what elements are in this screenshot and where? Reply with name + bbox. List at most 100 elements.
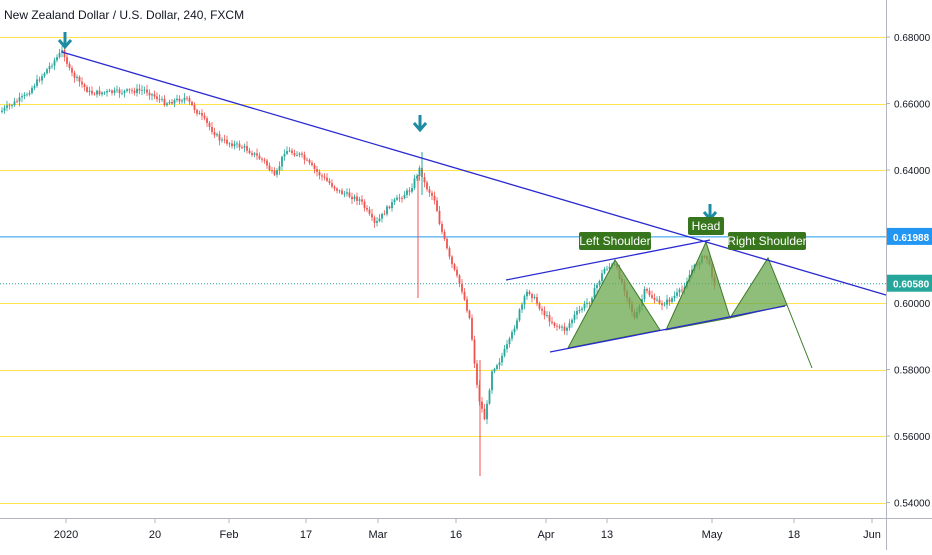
candle-body bbox=[663, 304, 666, 306]
candle-body bbox=[241, 147, 243, 149]
candle-body bbox=[456, 269, 458, 276]
y-tick-label: 0.64000 bbox=[894, 166, 931, 177]
candle-body bbox=[473, 339, 476, 364]
candle-body bbox=[441, 223, 443, 232]
candle-body bbox=[303, 154, 306, 160]
candle-body bbox=[226, 139, 228, 144]
candle-body bbox=[436, 200, 438, 211]
neckline-lower bbox=[549, 305, 786, 353]
support-price-label: 0.61988 bbox=[893, 233, 930, 244]
candle-body bbox=[126, 89, 128, 91]
candle-body bbox=[368, 209, 371, 214]
candle-body bbox=[63, 50, 66, 58]
candle-body bbox=[128, 89, 131, 91]
candle-body bbox=[536, 297, 538, 304]
candle-body bbox=[348, 192, 351, 197]
candle-body bbox=[593, 287, 596, 299]
candle-body bbox=[488, 390, 491, 404]
chart-title: New Zealand Dollar / U.S. Dollar, 240, F… bbox=[4, 8, 244, 22]
candle-body bbox=[578, 310, 581, 311]
candle-body bbox=[56, 57, 58, 61]
candle-body bbox=[541, 308, 543, 311]
projection-line bbox=[786, 304, 813, 369]
y-axis[interactable]: 0.68000 0.66000 0.64000 0.58000 0.56000 0.540… bbox=[886, 33, 932, 510]
candle-body bbox=[316, 169, 318, 172]
candle-body bbox=[146, 89, 148, 93]
candle-body bbox=[353, 196, 356, 200]
candle-body bbox=[428, 189, 431, 193]
candle-body bbox=[513, 328, 516, 333]
candle-body bbox=[308, 159, 311, 163]
candle-body bbox=[21, 96, 23, 98]
candle-body bbox=[293, 152, 296, 156]
annotation-label-bg bbox=[688, 217, 724, 235]
candle-body bbox=[666, 299, 668, 305]
candle-body bbox=[483, 408, 486, 420]
candle-body bbox=[168, 102, 171, 104]
annotations: Left Shoulder Head Right Shoulder bbox=[57, 32, 807, 250]
candle-body bbox=[643, 289, 646, 300]
x-tick-label: 2020 bbox=[54, 529, 78, 541]
candle-body bbox=[178, 98, 181, 102]
x-axis[interactable]: 2020 20 Feb 17 Mar 16 Apr 13 May 18 Jun bbox=[54, 518, 881, 541]
candle-body bbox=[31, 87, 33, 94]
x-tick-label: 16 bbox=[450, 529, 462, 541]
candle-body bbox=[81, 81, 83, 85]
candle-body bbox=[568, 323, 571, 328]
candle-body bbox=[193, 105, 196, 110]
candle-body bbox=[266, 160, 268, 166]
candle-body bbox=[116, 89, 118, 91]
candle-body bbox=[503, 348, 506, 356]
candle-body bbox=[11, 105, 13, 106]
candle-body bbox=[246, 146, 248, 151]
candle-body bbox=[66, 57, 68, 64]
candle-body bbox=[153, 94, 156, 97]
candle-body bbox=[256, 153, 258, 156]
candle-body bbox=[151, 94, 153, 96]
candle-body bbox=[486, 403, 488, 420]
neckline-upper bbox=[505, 239, 711, 281]
candle-body bbox=[23, 94, 26, 97]
candle-body bbox=[658, 299, 661, 304]
candle-body bbox=[183, 97, 186, 101]
candle-body bbox=[506, 344, 508, 349]
candle-body bbox=[661, 303, 663, 306]
candle-body bbox=[476, 363, 478, 385]
candle-body bbox=[201, 113, 203, 116]
candle-body bbox=[38, 79, 41, 81]
y-tick-label: 0.58000 bbox=[894, 366, 931, 377]
candle-body bbox=[228, 143, 231, 145]
candle-body bbox=[481, 401, 483, 409]
candle-body bbox=[431, 192, 433, 196]
candle-body bbox=[93, 93, 96, 95]
candle-body bbox=[181, 100, 183, 102]
candle-body bbox=[461, 283, 463, 292]
candle-body bbox=[516, 320, 518, 329]
candle-body bbox=[371, 213, 373, 218]
candle-body bbox=[586, 302, 588, 304]
candle-body bbox=[546, 314, 548, 316]
candle-body bbox=[273, 170, 276, 175]
candle-body bbox=[318, 171, 321, 176]
candle-body bbox=[171, 102, 173, 104]
candle-body bbox=[141, 90, 143, 91]
candle-body bbox=[556, 325, 558, 327]
candle-body bbox=[233, 143, 236, 147]
candle-body bbox=[71, 68, 73, 73]
candle-body bbox=[286, 151, 288, 154]
candle-body bbox=[188, 98, 191, 102]
candle-body bbox=[373, 217, 376, 223]
candle-body bbox=[458, 275, 461, 284]
candle-body bbox=[401, 198, 403, 199]
candle-body bbox=[656, 299, 658, 301]
candle-body bbox=[393, 199, 396, 203]
candle-body bbox=[651, 295, 653, 298]
candle-body bbox=[223, 139, 226, 141]
candle-body bbox=[16, 101, 18, 103]
candle-body bbox=[248, 150, 251, 153]
candle-body bbox=[108, 90, 111, 92]
candle-body bbox=[326, 177, 328, 181]
candle-body bbox=[468, 310, 471, 319]
candle-body bbox=[191, 101, 193, 106]
